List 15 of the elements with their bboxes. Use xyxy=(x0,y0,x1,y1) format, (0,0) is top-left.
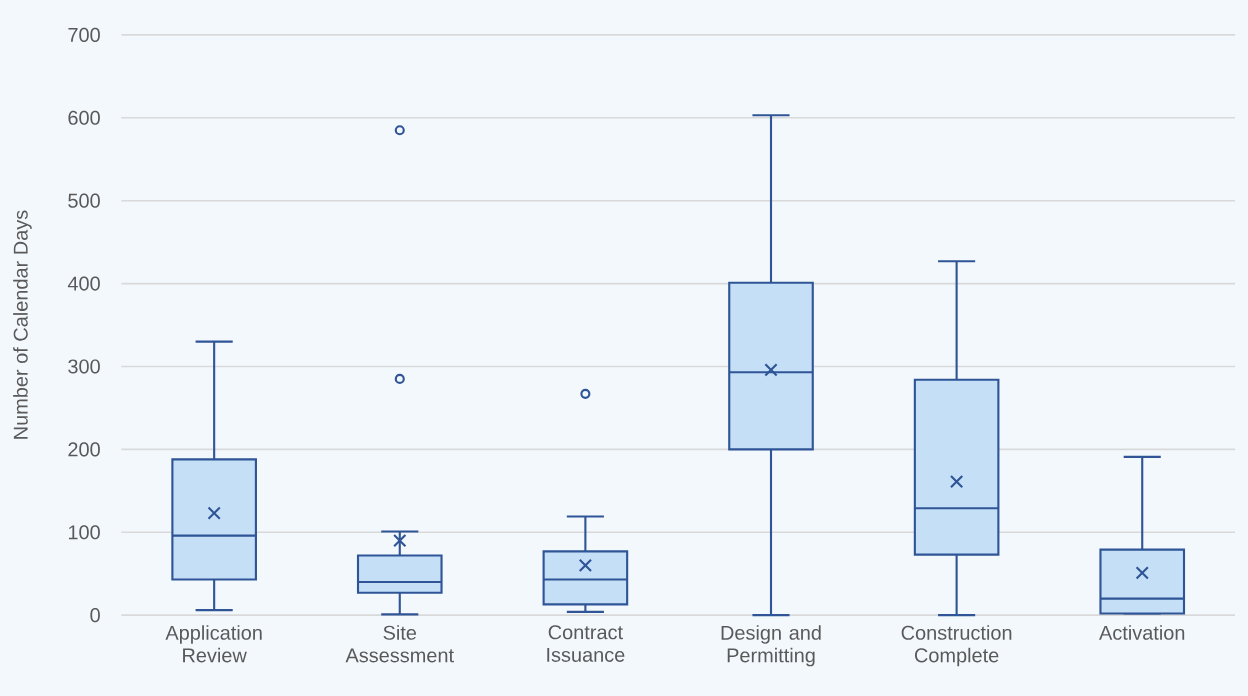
y-tick-label: 600 xyxy=(68,110,100,125)
x-tick-label: Site Assessment xyxy=(345,625,454,663)
y-tick-label: 0 xyxy=(90,608,100,623)
y-tick-label: 100 xyxy=(68,525,100,540)
x-tick-label: Contract Issuance xyxy=(547,625,625,662)
x-tick-label: Design and Permitting xyxy=(721,625,821,667)
x-tick-label: Activation xyxy=(1099,625,1185,640)
y-tick-label: 400 xyxy=(67,276,100,291)
x-tick-label: Application Review xyxy=(165,625,262,663)
y-tick-label: 500 xyxy=(68,193,100,208)
y-tick-label: 300 xyxy=(68,359,100,374)
x-tick-label: Construction Complete xyxy=(901,625,1012,667)
y-tick-label: 700 xyxy=(68,27,100,42)
y-tick-label: 200 xyxy=(68,442,100,457)
y-axis-title: Number of Calendar Days xyxy=(13,210,32,439)
